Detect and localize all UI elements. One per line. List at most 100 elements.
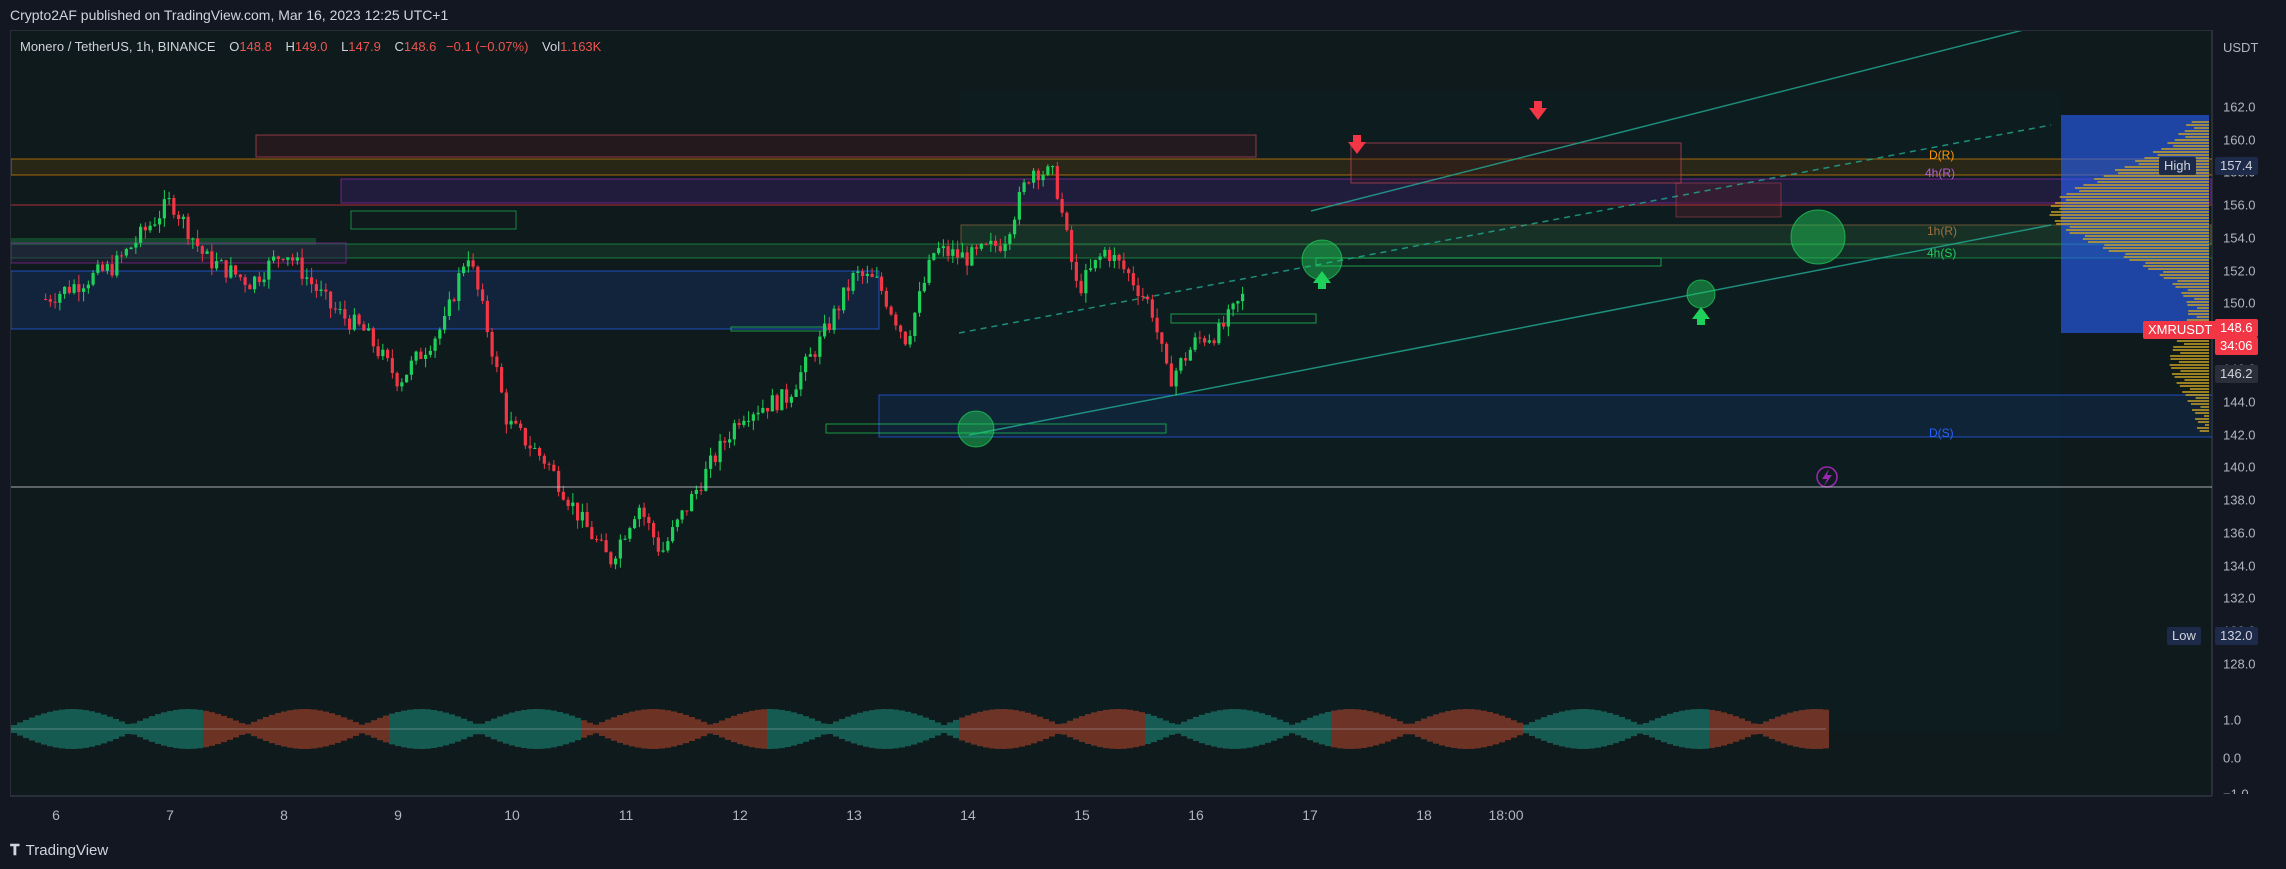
oscillator-band [1817, 709, 1823, 749]
profile-bar [2059, 208, 2209, 210]
candle-body [177, 214, 181, 220]
candle-body [842, 287, 846, 311]
candle-body [861, 271, 865, 276]
candle-body [713, 455, 717, 463]
candle-body [1212, 340, 1216, 344]
time-scale[interactable]: 6 7 8 9 10 11 12 13 14 15 16 17 18 18:00 [10, 796, 2212, 832]
profile-bar [2176, 382, 2209, 384]
oscillator-band [1433, 714, 1439, 744]
oscillator-band [953, 719, 959, 739]
candle-body [1079, 280, 1083, 294]
oscillator-band [755, 709, 761, 749]
oscillator-band [1103, 709, 1109, 749]
profile-bar [2204, 415, 2209, 417]
candle-body [580, 511, 584, 521]
oscillator-band [869, 710, 875, 748]
candle-body [661, 550, 665, 552]
symbol-legend[interactable]: Monero / TetherUS, 1h, BINANCE O148.8 H1… [20, 38, 601, 56]
profile-bar [2196, 427, 2209, 429]
buy-arrow-2 [1692, 307, 1710, 325]
oscillator-band [1535, 719, 1541, 739]
oscillator-band [65, 709, 71, 749]
candle-body [253, 276, 257, 290]
candle-body [1160, 332, 1164, 344]
candle-body [808, 354, 812, 357]
candle-body [737, 423, 741, 425]
oscillator-band [731, 715, 737, 743]
oscillator-band [161, 712, 167, 746]
profile-bar [2185, 136, 2209, 138]
candle-body [1184, 358, 1188, 361]
oscillator-band [359, 724, 365, 734]
candle-body [680, 510, 684, 520]
zone-label-dr: D(R) [1929, 148, 1954, 162]
profile-bar [2180, 370, 2209, 372]
symbol-name[interactable]: Monero / TetherUS, 1h, BINANCE [20, 39, 216, 54]
oscillator-band [1607, 713, 1613, 745]
candle-body [409, 360, 413, 375]
oscillator-band [713, 723, 719, 735]
candle-body [134, 242, 138, 248]
oscillator-band [173, 709, 179, 749]
price-tick: 162.0 [2223, 99, 2256, 115]
oscillator-band [1181, 721, 1187, 737]
candle-body [438, 329, 442, 339]
chart-pane[interactable]: D(R) 4h(R) 1h(R) 4h(S) D(S) [10, 30, 2213, 797]
oscillator-band [1133, 710, 1139, 748]
candle-body [656, 537, 660, 552]
candle-body [889, 306, 893, 315]
profile-bar [2187, 400, 2209, 402]
profile-bar [2084, 235, 2209, 237]
oscillator-band [1505, 717, 1511, 741]
candle-body [196, 238, 200, 247]
oscillator-band [293, 709, 299, 749]
oscillator-band [299, 709, 305, 749]
price-scale[interactable]: USDT 162.0160.0158.0156.0154.0152.0150.0… [2143, 30, 2286, 796]
oscillator-band [1745, 720, 1751, 738]
profile-bar [2184, 343, 2209, 345]
candle-body [1036, 170, 1040, 181]
candle-body [400, 382, 404, 387]
profile-bar [2188, 310, 2209, 312]
oscillator-band [611, 717, 617, 741]
candle-body [547, 463, 551, 465]
oscillator-band [1079, 716, 1085, 742]
profile-bar [2059, 196, 2209, 198]
candle-body [286, 257, 290, 260]
candle-body [63, 286, 67, 294]
oscillator-band [1475, 709, 1481, 749]
candle-body [248, 284, 252, 290]
oscillator-band [443, 712, 449, 746]
candle-body [614, 558, 618, 565]
candle-body [333, 308, 337, 310]
profile-bar [2172, 349, 2209, 351]
signal-circle-3 [1686, 279, 1716, 309]
oscillator-band [1631, 721, 1637, 737]
candle-body [234, 265, 238, 275]
candle-body [932, 253, 936, 260]
oscillator-band [1625, 719, 1631, 739]
tradingview-logo-icon[interactable]: 𝐓 [10, 842, 20, 859]
profile-bar [2173, 346, 2209, 348]
oscillator-band [1691, 709, 1697, 749]
candle-body [371, 328, 375, 347]
oscillator-band [581, 720, 587, 738]
oscillator-band [1019, 711, 1025, 747]
oscillator-band [1379, 714, 1385, 744]
brand-name[interactable]: TradingView [25, 842, 109, 859]
candle-body [343, 309, 347, 319]
oscillator-band [473, 723, 479, 735]
price-chart[interactable]: D(R) 4h(R) 1h(R) 4h(S) D(S) [11, 31, 2213, 797]
profile-bar [2172, 283, 2209, 285]
candle-body [1226, 309, 1230, 327]
profile-bar [2195, 397, 2209, 399]
last-price-tag: 148.6 [2215, 319, 2258, 337]
oscillator-band [179, 709, 185, 749]
profile-bar [2181, 292, 2209, 294]
oscillator-band [647, 709, 653, 749]
oscillator-band [1391, 718, 1397, 740]
candle-body [82, 288, 86, 292]
h1-resistance-band [960, 224, 2212, 246]
candle-body [647, 516, 651, 524]
countdown-tag: 34:06 [2215, 337, 2258, 355]
